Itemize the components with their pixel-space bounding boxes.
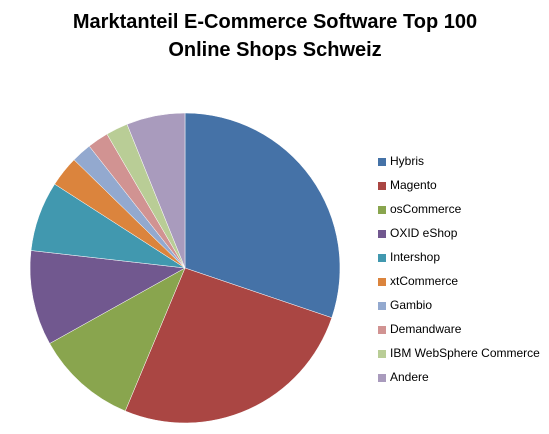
pie-slice — [49, 267, 186, 412]
legend-label: Hybris — [390, 154, 424, 168]
legend-label: Andere — [390, 370, 429, 384]
pie-slice — [184, 112, 341, 319]
legend-label: osCommerce — [390, 202, 462, 216]
legend-swatch — [378, 278, 386, 286]
legend-label: Demandware — [390, 322, 462, 336]
legend-label: OXID eShop — [390, 226, 458, 240]
legend-swatch — [378, 302, 386, 310]
legend-swatch — [378, 158, 386, 166]
legend-swatch — [378, 374, 386, 382]
pie-slice — [124, 267, 333, 424]
legend-swatch — [378, 182, 386, 190]
legend-swatch — [378, 254, 386, 262]
legend-swatch — [378, 326, 386, 334]
legend-label: Magento — [390, 178, 437, 192]
legend-swatch — [378, 206, 386, 214]
pie-slice — [126, 112, 186, 269]
chart-title: Marktanteil E-Commerce Software Top 100 … — [72, 11, 478, 61]
pie-slice — [29, 250, 186, 344]
legend-swatch — [378, 350, 386, 358]
legend-swatch — [378, 230, 386, 238]
legend-label: Intershop — [390, 250, 440, 264]
legend-label: IBM WebSphere Commerce — [390, 346, 540, 360]
legend-label: xtCommerce — [390, 274, 458, 288]
legend-label: Gambio — [390, 298, 432, 312]
